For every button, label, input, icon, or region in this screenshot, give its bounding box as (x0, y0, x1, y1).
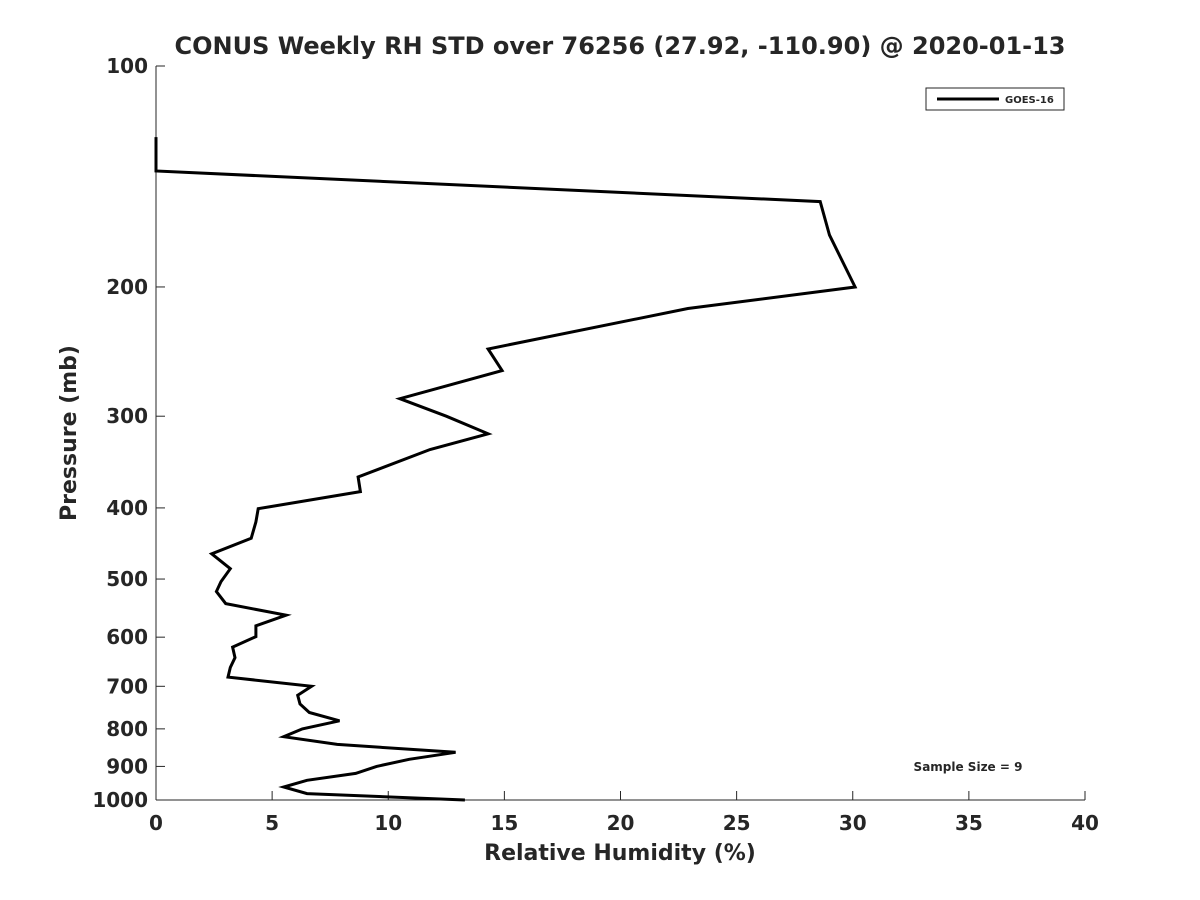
series-layer (154, 137, 858, 802)
legend: GOES-16 (925, 87, 1065, 111)
y-tick-label: 600 (106, 625, 148, 649)
x-tick-label: 40 (1071, 811, 1099, 835)
y-tick-label: 500 (106, 567, 148, 591)
y-tick-label: 400 (106, 496, 148, 520)
y-tick-label: 100 (106, 54, 148, 78)
y-tick-label: 900 (106, 754, 148, 778)
y-axis-label: Pressure (mb) (57, 345, 82, 521)
x-axis-label: Relative Humidity (%) (484, 841, 756, 866)
x-tick-label: 30 (839, 811, 867, 835)
x-ticks: 0 5 10 15 20 25 30 35 40 (149, 791, 1099, 835)
legend-label: GOES-16 (1005, 95, 1054, 106)
y-tick-label: 300 (106, 404, 148, 428)
x-tick-label: 0 (149, 811, 163, 835)
y-tick-label: 1000 (92, 788, 148, 812)
sample-size-annotation: Sample Size = 9 (914, 760, 1023, 774)
x-tick-label: 15 (490, 811, 518, 835)
x-tick-label: 20 (607, 811, 635, 835)
x-tick-label: 5 (265, 811, 279, 835)
y-tick-label: 200 (106, 275, 148, 299)
series-line-0 (154, 137, 858, 802)
chart-title: CONUS Weekly RH STD over 76256 (27.92, -… (174, 32, 1065, 60)
y-tick-label: 800 (106, 717, 148, 741)
x-tick-label: 25 (723, 811, 751, 835)
x-tick-label: 10 (374, 811, 402, 835)
y-ticks: 100 200 300 400 500 600 700 800 900 1000 (92, 54, 165, 812)
y-tick-label: 700 (106, 674, 148, 698)
x-tick-label: 35 (955, 811, 983, 835)
